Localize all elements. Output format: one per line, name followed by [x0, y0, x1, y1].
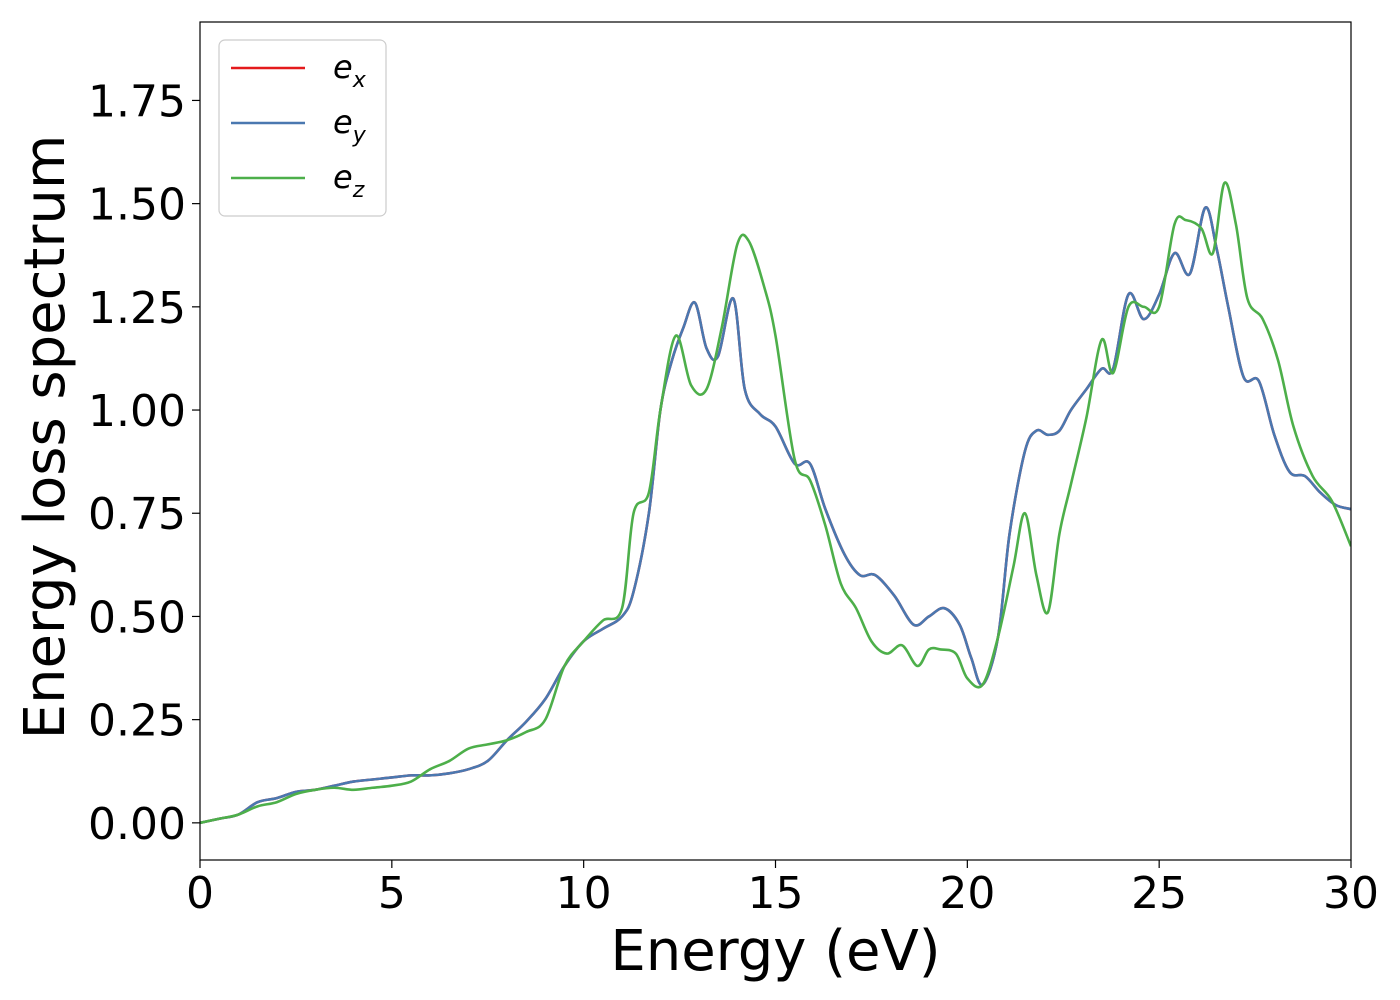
x-tick-label: 20 [939, 868, 995, 919]
axes-frame [199, 21, 1352, 861]
legend-label-sub: x [352, 68, 367, 93]
y-tick-label: 1.75 [88, 76, 186, 127]
y-axis: 0.00 0.25 0.50 0.75 1.00 1.25 1.50 1.75 [88, 76, 200, 850]
x-tick-label: 0 [186, 868, 214, 919]
series-line-x [200, 206, 1351, 825]
legend-label-z: ez [333, 158, 365, 203]
y-tick-label: 1.25 [88, 283, 186, 334]
x-axis: 0 5 10 15 20 25 30 [186, 860, 1379, 919]
y-tick-label: 0.50 [88, 592, 186, 643]
y-tick-label: 1.50 [88, 180, 186, 231]
series-line-z [200, 181, 1351, 825]
x-tick-label: 5 [378, 868, 406, 919]
plot-area [200, 181, 1351, 825]
legend-label-base: e [333, 103, 353, 141]
legend-label-y: ey [333, 103, 367, 148]
series-line-y [200, 206, 1351, 825]
legend-box [218, 39, 387, 217]
legend-label-sub: y [352, 123, 367, 148]
x-tick-label: 10 [556, 868, 612, 919]
legend-label-sub: z [352, 178, 365, 203]
x-tick-label: 15 [748, 868, 804, 919]
y-tick-label: 0.00 [88, 799, 186, 850]
x-tick-label: 25 [1131, 868, 1187, 919]
y-tick-label: 0.75 [88, 489, 186, 540]
legend-label-x: ex [333, 48, 367, 93]
y-axis-title: Energy loss spectrum [13, 135, 78, 740]
y-tick-label: 0.25 [88, 696, 186, 747]
legend-label-base: e [333, 48, 353, 86]
x-axis-title: Energy (eV) [610, 919, 940, 984]
legend-label-base: e [333, 158, 353, 196]
y-tick-label: 1.00 [88, 386, 186, 437]
x-tick-label: 30 [1323, 868, 1379, 919]
